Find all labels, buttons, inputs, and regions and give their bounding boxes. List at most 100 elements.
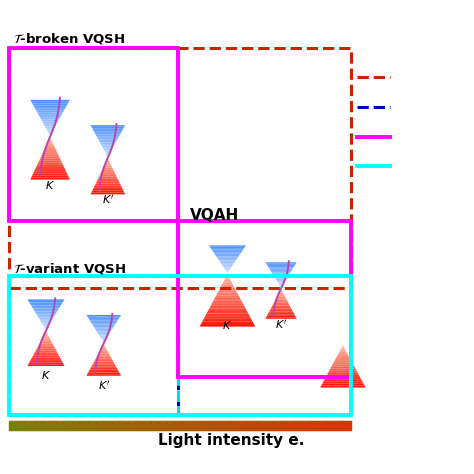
Text: $\mathcal{T}$-broken VQSH: $\mathcal{T}$-broken VQSH [13,31,125,46]
Polygon shape [48,139,52,142]
Polygon shape [42,121,58,123]
Polygon shape [213,252,241,254]
Polygon shape [277,281,285,283]
Polygon shape [212,301,243,303]
Polygon shape [41,154,59,156]
Polygon shape [220,285,234,288]
Polygon shape [37,345,55,347]
Polygon shape [101,338,106,340]
Polygon shape [34,169,66,171]
Polygon shape [92,128,123,130]
Polygon shape [30,359,62,361]
Polygon shape [265,262,297,264]
Polygon shape [224,267,231,269]
Polygon shape [280,285,283,286]
Polygon shape [97,355,110,357]
Polygon shape [29,302,63,304]
Polygon shape [212,251,242,252]
Polygon shape [337,354,348,356]
Polygon shape [30,100,70,101]
Polygon shape [103,167,113,169]
Polygon shape [339,350,346,352]
Polygon shape [39,116,61,118]
Polygon shape [267,314,295,316]
Text: $K$: $K$ [41,369,51,381]
Bar [178,221,351,377]
Polygon shape [97,331,110,333]
Polygon shape [91,192,125,194]
Polygon shape [90,368,118,369]
Polygon shape [277,295,285,297]
Polygon shape [100,337,107,338]
Polygon shape [222,283,233,285]
Polygon shape [107,158,109,160]
Polygon shape [91,323,116,325]
Polygon shape [41,338,51,340]
Polygon shape [273,275,289,276]
Polygon shape [36,349,56,350]
Polygon shape [35,311,57,313]
Polygon shape [36,313,56,315]
Polygon shape [92,189,123,191]
Text: $K'$: $K'$ [98,379,110,392]
Polygon shape [42,324,50,325]
Bar [9,48,178,221]
Polygon shape [39,319,53,320]
Bar [178,276,351,415]
Polygon shape [93,326,114,328]
Polygon shape [36,110,64,112]
Polygon shape [96,182,120,183]
Polygon shape [92,363,115,365]
Polygon shape [98,176,118,178]
Polygon shape [33,309,59,310]
Polygon shape [44,125,56,127]
Polygon shape [280,286,282,288]
Polygon shape [216,256,238,258]
Polygon shape [107,155,109,157]
Polygon shape [90,320,118,322]
Polygon shape [270,309,292,310]
Polygon shape [100,350,108,352]
Polygon shape [39,342,53,344]
Polygon shape [39,158,61,161]
Polygon shape [266,264,296,265]
Polygon shape [47,130,53,132]
Polygon shape [325,377,361,379]
Polygon shape [341,347,345,350]
Polygon shape [204,316,251,319]
Polygon shape [87,373,120,374]
Polygon shape [270,270,292,271]
Polygon shape [266,316,296,317]
Polygon shape [274,301,288,302]
Polygon shape [322,381,363,383]
Text: $K'$: $K'$ [102,193,114,206]
Polygon shape [321,383,365,385]
Polygon shape [41,322,51,324]
Polygon shape [46,144,54,146]
Polygon shape [331,365,354,366]
Polygon shape [40,118,60,119]
Polygon shape [94,131,122,133]
Polygon shape [28,363,64,365]
Polygon shape [99,141,117,143]
Polygon shape [214,254,240,255]
Polygon shape [223,280,232,283]
Polygon shape [98,138,118,139]
Polygon shape [217,258,237,259]
Polygon shape [96,330,111,331]
Polygon shape [276,280,286,281]
Polygon shape [33,105,67,107]
Polygon shape [32,103,68,105]
Polygon shape [91,322,117,323]
Polygon shape [96,357,111,358]
Polygon shape [91,127,124,128]
Polygon shape [98,333,110,334]
Text: $\mathcal{T}$-variant VQSH: $\mathcal{T}$-variant VQSH [13,261,126,276]
Polygon shape [103,341,105,342]
Polygon shape [104,164,111,166]
Polygon shape [93,362,114,363]
Polygon shape [100,349,107,350]
Polygon shape [205,314,250,316]
Polygon shape [103,149,112,150]
Polygon shape [201,321,254,324]
